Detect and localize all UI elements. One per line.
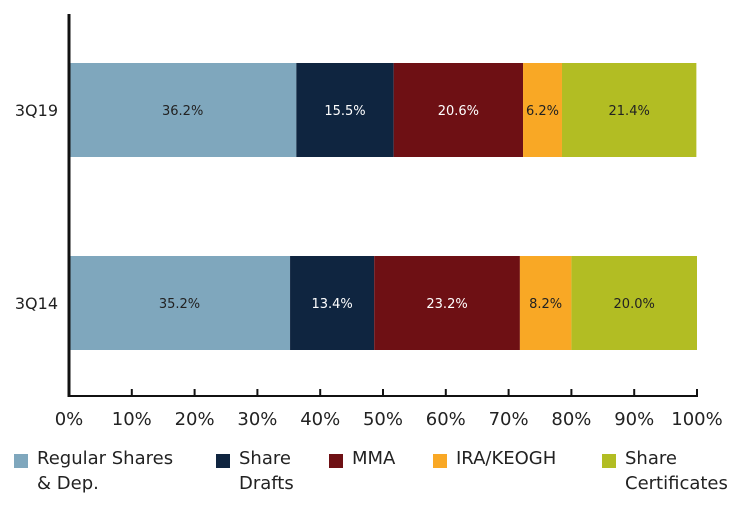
x-tick-label: 0% (55, 409, 84, 430)
x-tick-label: 60% (426, 409, 466, 430)
stacked-bar-chart: 36.2% 15.5% 20.6% 6.2% 21.4% 35.2% 13.4% 23.2% 8… (15, 14, 723, 430)
bar-segment (519, 256, 572, 350)
legend-item: MMA (329, 446, 395, 471)
data-label: 36.2% (162, 104, 203, 119)
data-label: 21.4% (609, 104, 650, 119)
x-tick-label: 10% (112, 409, 152, 430)
data-label: 15.5% (324, 104, 365, 119)
bar-segment (296, 63, 394, 157)
bar-segment (393, 63, 524, 157)
x-tick-label: 20% (175, 409, 215, 430)
legend-swatch (329, 454, 343, 468)
data-label: 23.2% (426, 297, 467, 312)
bar-segment (523, 63, 562, 157)
legend-swatch (14, 454, 28, 468)
legend-item: Share Drafts (216, 446, 294, 496)
data-label: 20.6% (438, 104, 479, 119)
category-labels: 3Q19 3Q14 (15, 101, 58, 313)
bar-segment (561, 63, 697, 157)
legend-swatch (216, 454, 230, 468)
bar-segment (69, 63, 297, 157)
legend-label: Share Certificates (625, 448, 728, 494)
x-tick-label: 100% (671, 409, 722, 430)
legend-item: Share Certificates (602, 446, 728, 496)
category-label: 3Q14 (15, 294, 58, 313)
bars-layer: 36.2% 15.5% 20.6% 6.2% 21.4% 35.2% 13.4% 23.2% 8… (69, 63, 697, 350)
x-axis-ticks: 0% 10% 20% 30% 40% 50% 60% 70% 80% 90% 100% (55, 389, 723, 430)
x-tick-label: 40% (300, 409, 340, 430)
x-tick-label: 30% (237, 409, 277, 430)
bar-segment (290, 256, 375, 350)
legend-item: IRA/KEOGH (433, 446, 556, 471)
legend-swatch (602, 454, 616, 468)
legend: Regular Shares & Dep. Share Drafts MMA IRA/… (14, 446, 744, 502)
legend-swatch (433, 454, 447, 468)
data-label: 13.4% (311, 297, 352, 312)
x-tick-label: 70% (489, 409, 529, 430)
category-label: 3Q19 (15, 101, 58, 120)
data-label: 8.2% (529, 297, 562, 312)
legend-label: IRA/KEOGH (456, 448, 557, 469)
legend-item: Regular Shares & Dep. (14, 446, 173, 496)
x-tick-label: 50% (363, 409, 403, 430)
bar-segment (374, 256, 520, 350)
legend-label: Regular Shares & Dep. (37, 448, 174, 494)
legend-label: MMA (352, 448, 396, 469)
x-tick-label: 80% (551, 409, 591, 430)
bar-segment (571, 256, 697, 350)
data-label: 20.0% (614, 297, 655, 312)
data-label: 35.2% (159, 297, 200, 312)
bar-segment (69, 256, 291, 350)
legend-label: Share Drafts (239, 448, 294, 494)
x-tick-label: 90% (614, 409, 654, 430)
data-label: 6.2% (526, 104, 559, 119)
